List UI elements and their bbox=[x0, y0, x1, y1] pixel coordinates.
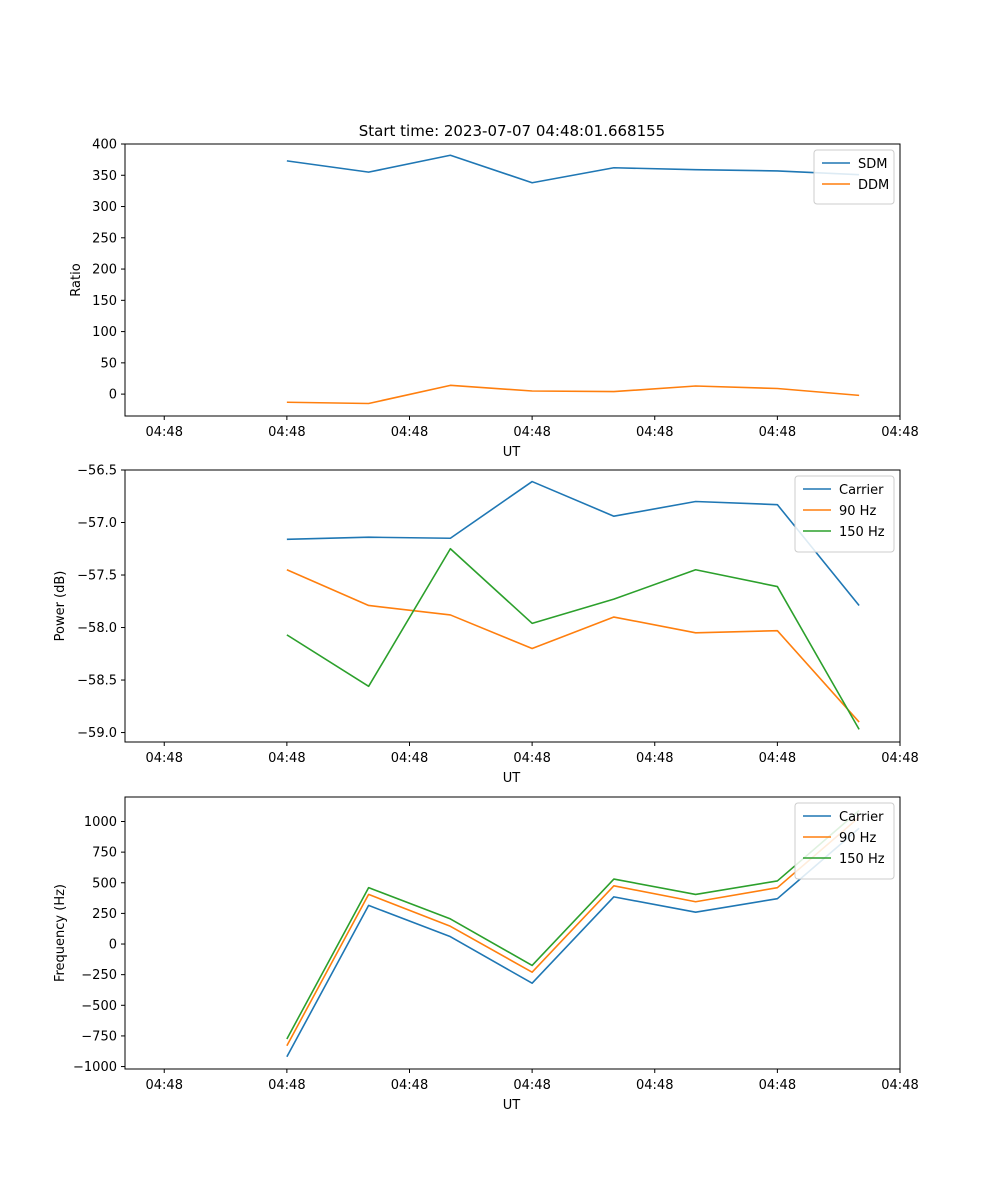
x-tick-label: 04:48 bbox=[513, 1078, 550, 1093]
x-axis-label: UT bbox=[503, 1098, 521, 1113]
x-tick-label: 04:48 bbox=[268, 751, 305, 766]
y-tick-label: −250 bbox=[81, 968, 117, 983]
legend-label: Carrier bbox=[839, 483, 884, 498]
x-tick-label: 04:48 bbox=[513, 751, 550, 766]
x-tick-label: 04:48 bbox=[146, 1078, 183, 1093]
y-tick-label: 500 bbox=[92, 876, 117, 891]
x-tick-label: 04:48 bbox=[881, 751, 918, 766]
series-line-ddm bbox=[286, 384, 860, 405]
y-tick-label: 200 bbox=[92, 263, 117, 278]
series-line-90-hz bbox=[286, 569, 860, 723]
legend-label: 150 Hz bbox=[839, 852, 885, 867]
x-tick-label: 04:48 bbox=[636, 1078, 673, 1093]
y-tick-label: 750 bbox=[92, 846, 117, 861]
x-tick-label: 04:48 bbox=[513, 425, 550, 440]
y-tick-label: −1000 bbox=[73, 1060, 117, 1075]
x-tick-label: 04:48 bbox=[636, 751, 673, 766]
panel-3: 04:48 04:48 04:48 04:48 04:48 04:48 04:48 1000 7… bbox=[53, 796, 919, 1113]
x-tick-label: 04:48 bbox=[759, 751, 796, 766]
y-tick-label: −58.0 bbox=[77, 621, 117, 636]
legend-label: Carrier bbox=[839, 810, 884, 825]
series-line-90-hz bbox=[286, 816, 860, 1047]
y-axis-label: Power (dB) bbox=[53, 571, 68, 642]
panel-2: 04:48 04:48 04:48 04:48 04:48 04:48 04:48 −56.5… bbox=[53, 464, 919, 787]
y-tick-label: 100 bbox=[92, 325, 117, 340]
y-tick-label: 250 bbox=[92, 231, 117, 246]
y-tick-label: −57.5 bbox=[77, 569, 117, 584]
legend: SDM DDM bbox=[813, 149, 895, 205]
series-line-150-hz bbox=[286, 809, 860, 1040]
y-tick-label: −500 bbox=[81, 999, 117, 1014]
legend: Carrier 90 Hz 150 Hz bbox=[794, 475, 895, 553]
x-tick-label: 04:48 bbox=[759, 1078, 796, 1093]
x-tick-label: 04:48 bbox=[391, 425, 428, 440]
series-line-150-hz bbox=[286, 547, 860, 730]
series-line-sdm bbox=[286, 154, 860, 184]
legend-label: 150 Hz bbox=[839, 525, 885, 540]
y-axis-label: Ratio bbox=[69, 263, 84, 296]
axes-frame bbox=[124, 469, 901, 743]
y-tick-label: 150 bbox=[92, 294, 117, 309]
y-tick-label: −750 bbox=[81, 1029, 117, 1044]
legend-label: DDM bbox=[858, 178, 889, 193]
y-tick-label: −57.0 bbox=[77, 516, 117, 531]
figure-title: Start time: 2023-07-07 04:48:01.668155 bbox=[359, 122, 665, 140]
y-tick-label: 250 bbox=[92, 907, 117, 922]
x-tick-label: 04:48 bbox=[881, 1078, 918, 1093]
axes-frame bbox=[124, 796, 901, 1070]
legend-box bbox=[794, 802, 895, 880]
x-tick-label: 04:48 bbox=[268, 425, 305, 440]
legend-box bbox=[794, 475, 895, 553]
x-tick-label: 04:48 bbox=[391, 751, 428, 766]
y-tick-label: −59.0 bbox=[77, 726, 117, 741]
legend-label: 90 Hz bbox=[839, 504, 876, 519]
y-tick-label: 1000 bbox=[84, 815, 117, 830]
x-tick-label: 04:48 bbox=[268, 1078, 305, 1093]
y-tick-label: 350 bbox=[92, 169, 117, 184]
x-tick-label: 04:48 bbox=[391, 1078, 428, 1093]
x-tick-label: 04:48 bbox=[636, 425, 673, 440]
y-tick-label: 50 bbox=[100, 356, 117, 371]
y-tick-label: 0 bbox=[109, 938, 117, 953]
series-line-carrier bbox=[286, 827, 860, 1058]
x-tick-label: 04:48 bbox=[146, 751, 183, 766]
x-tick-label: 04:48 bbox=[759, 425, 796, 440]
legend-label: SDM bbox=[858, 157, 887, 172]
y-tick-label: 400 bbox=[92, 138, 117, 153]
axes-frame bbox=[124, 143, 901, 417]
x-tick-label: 04:48 bbox=[881, 425, 918, 440]
y-tick-label: −56.5 bbox=[77, 464, 117, 479]
y-tick-label: 0 bbox=[109, 388, 117, 403]
y-axis-label: Frequency (Hz) bbox=[53, 884, 68, 982]
y-tick-label: 300 bbox=[92, 200, 117, 215]
x-axis-label: UT bbox=[503, 771, 521, 786]
x-tick-label: 04:48 bbox=[146, 425, 183, 440]
series-line-carrier bbox=[286, 480, 860, 606]
y-tick-label: −58.5 bbox=[77, 674, 117, 689]
legend: Carrier 90 Hz 150 Hz bbox=[794, 802, 895, 880]
x-axis-label: UT bbox=[503, 445, 521, 460]
panel-1: 04:48 04:48 04:48 04:48 04:48 04:48 04:48 0 50 10… bbox=[69, 138, 919, 461]
legend-label: 90 Hz bbox=[839, 831, 876, 846]
